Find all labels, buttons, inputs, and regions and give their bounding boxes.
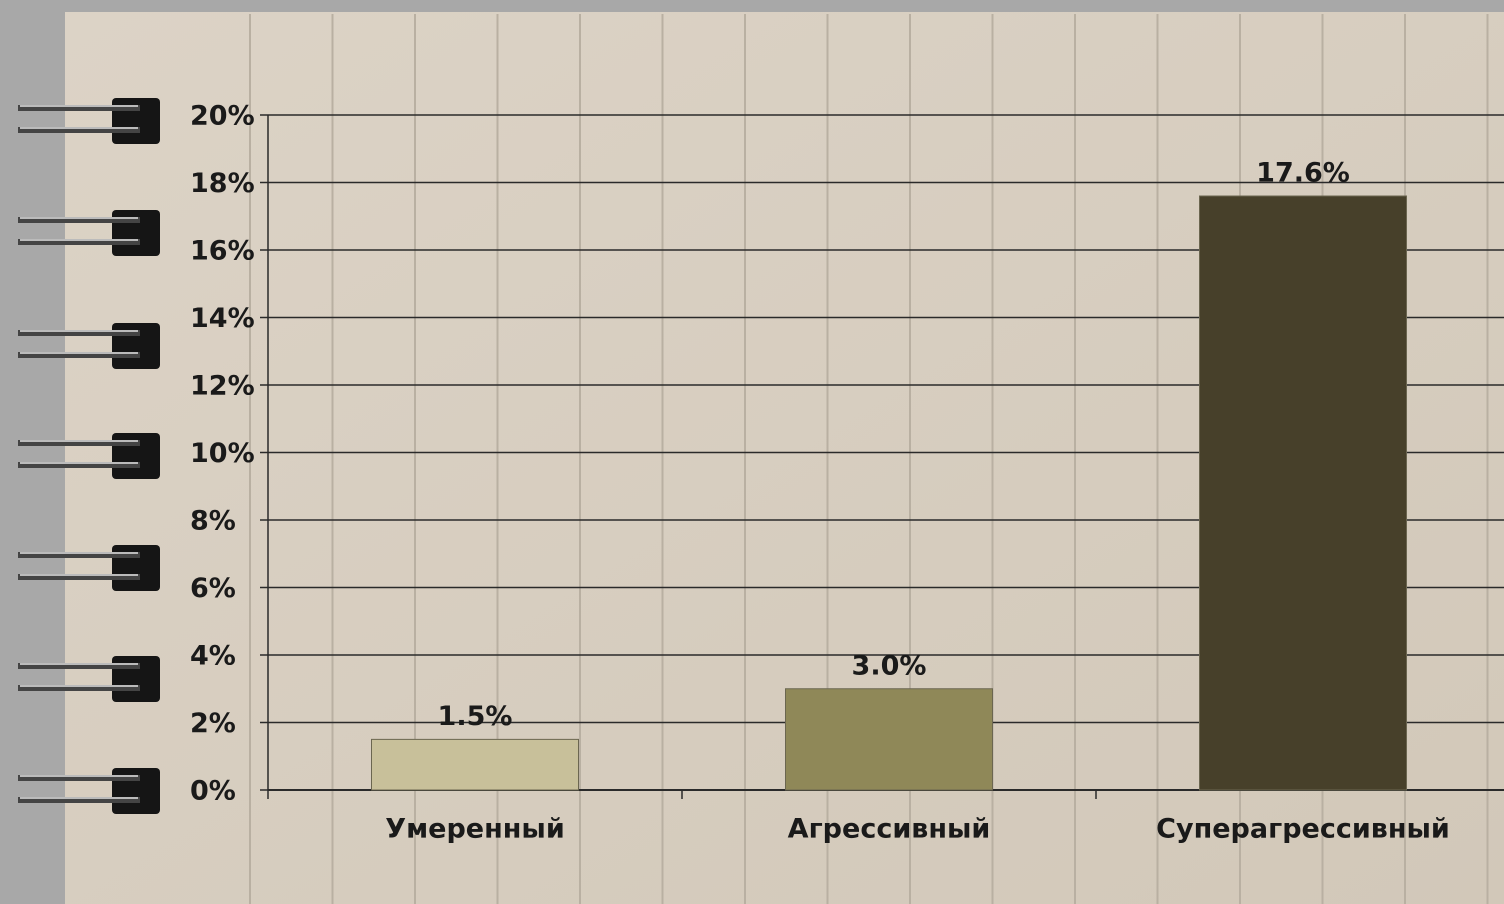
spiral-hole xyxy=(112,545,160,591)
y-tick-label: 14% xyxy=(190,303,255,334)
spiral-hole xyxy=(112,656,160,702)
y-tick-label: 6% xyxy=(190,573,236,604)
data-label: 17.6% xyxy=(1256,158,1350,189)
y-tick-label: 4% xyxy=(190,641,236,672)
x-tick-label: Умеренный xyxy=(385,814,564,845)
y-tick-label: 20% xyxy=(190,101,255,132)
spiral-hole xyxy=(112,98,160,144)
y-tick-label: 16% xyxy=(190,236,255,267)
bar xyxy=(785,688,993,791)
bar xyxy=(1199,195,1407,791)
spiral-hole xyxy=(112,323,160,369)
bar xyxy=(371,738,579,791)
y-tick-label: 0% xyxy=(190,776,236,807)
spirals xyxy=(18,98,160,814)
y-tick-label: 18% xyxy=(190,168,255,199)
y-tick-label: 12% xyxy=(190,371,255,402)
x-tick-label: Суперагрессивный xyxy=(1156,814,1450,845)
y-tick-label: 8% xyxy=(190,506,236,537)
spiral-hole xyxy=(112,210,160,256)
y-tick-label: 10% xyxy=(190,438,255,469)
x-tick-label: Агрессивный xyxy=(788,814,991,845)
y-tick-label: 2% xyxy=(190,708,236,739)
spiral-hole xyxy=(112,433,160,479)
data-label: 1.5% xyxy=(438,701,513,732)
spiral-hole xyxy=(112,768,160,814)
data-label: 3.0% xyxy=(852,650,927,681)
